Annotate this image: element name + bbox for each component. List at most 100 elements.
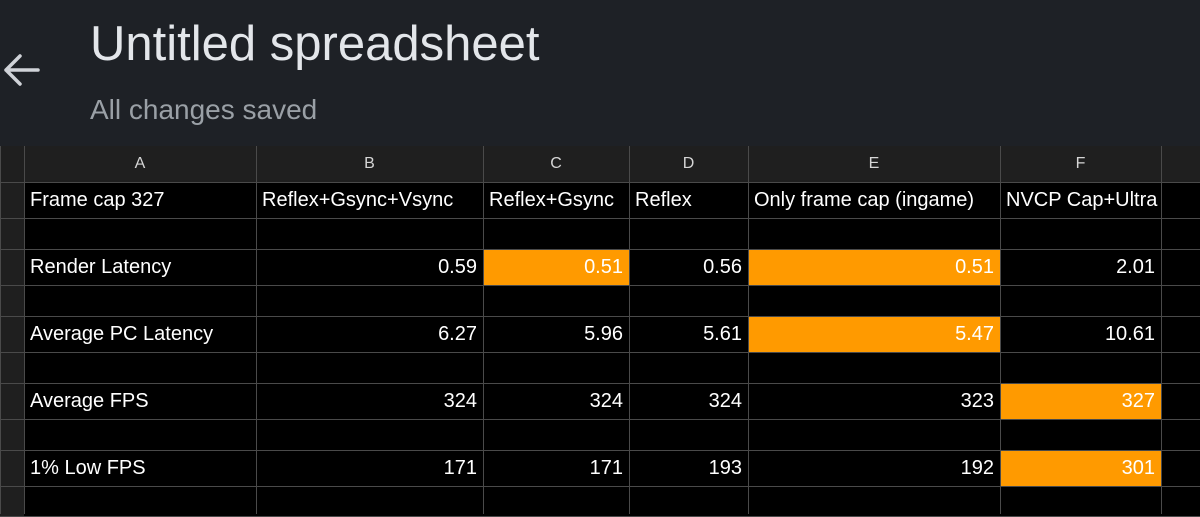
column-header-c[interactable]: C	[483, 146, 629, 182]
cell-b4[interactable]	[256, 285, 483, 316]
grid-line	[1161, 146, 1162, 514]
row-header[interactable]	[0, 486, 24, 516]
cell-d7[interactable]: 324	[708, 390, 742, 412]
cell-d10[interactable]	[629, 486, 748, 516]
cell-e10[interactable]	[748, 486, 1000, 516]
column-header-g[interactable]	[1161, 146, 1200, 182]
grid-line	[0, 352, 1200, 353]
grid-line	[629, 146, 630, 514]
cell-b5[interactable]: 6.27	[438, 323, 477, 345]
cell-e2[interactable]	[748, 218, 1000, 249]
cell-f7[interactable]: 327	[1000, 383, 1161, 419]
cell-f1[interactable]: NVCP Cap+Ultra	[1006, 189, 1158, 211]
cell-d5[interactable]: 5.61	[703, 323, 742, 345]
cell-b8[interactable]	[256, 419, 483, 450]
column-header-e[interactable]: E	[748, 146, 1000, 182]
cell-c4[interactable]	[483, 285, 629, 316]
cell-a6[interactable]	[24, 352, 256, 383]
grid-line	[0, 419, 1200, 420]
arrow-left-icon	[4, 54, 40, 86]
grid-line	[0, 450, 1200, 451]
grid-line	[0, 383, 1200, 384]
grid-line	[0, 182, 1200, 183]
row-header[interactable]	[0, 316, 24, 352]
row-header[interactable]	[0, 352, 24, 383]
cell-a1[interactable]: Frame cap 327	[30, 189, 165, 211]
grid-line	[24, 146, 25, 514]
cell-b9[interactable]: 171	[443, 457, 477, 479]
cell-f8[interactable]	[1000, 419, 1161, 450]
cell-a7[interactable]: Average FPS	[30, 390, 149, 412]
cell-d2[interactable]	[629, 218, 748, 249]
cell-e6[interactable]	[748, 352, 1000, 383]
cell-b1[interactable]: Reflex+Gsync+Vsync	[262, 189, 454, 211]
cell-c3[interactable]: 0.51	[483, 249, 629, 285]
cell-b10[interactable]	[256, 486, 483, 516]
cell-b3[interactable]: 0.59	[438, 256, 477, 278]
cell-b2[interactable]	[256, 218, 483, 249]
column-header-d[interactable]: D	[629, 146, 748, 182]
row-header[interactable]	[0, 383, 24, 419]
cell-a10[interactable]	[24, 486, 256, 516]
spreadsheet-grid: A B C D E F Frame cap 327 Reflex+Gsync+Vsync Ref…	[0, 146, 1200, 517]
grid-line	[0, 486, 1200, 487]
grid-line	[0, 285, 1200, 286]
row-header[interactable]	[0, 218, 24, 249]
cell-c9[interactable]: 171	[589, 457, 623, 479]
back-button[interactable]	[0, 50, 44, 90]
cell-e7[interactable]: 323	[960, 390, 994, 412]
save-status: All changes saved	[90, 94, 318, 125]
cell-e9[interactable]: 192	[960, 457, 994, 479]
grid-line	[483, 146, 484, 514]
column-header-f[interactable]: F	[1000, 146, 1161, 182]
cell-c10[interactable]	[483, 486, 629, 516]
row-header[interactable]	[0, 450, 24, 486]
grid-line	[0, 218, 1200, 219]
cell-f3[interactable]: 2.01	[1116, 256, 1155, 278]
cell-f9[interactable]: 301	[1000, 450, 1161, 486]
grid-line	[0, 316, 1200, 317]
cell-d6[interactable]	[629, 352, 748, 383]
row-header[interactable]	[0, 249, 24, 285]
cell-c1[interactable]: Reflex+Gsync	[489, 189, 615, 211]
grid-line	[0, 146, 1, 514]
cell-d3[interactable]: 0.56	[703, 256, 742, 278]
cell-b7[interactable]: 324	[443, 390, 477, 412]
cell-f10[interactable]	[1000, 486, 1161, 516]
cell-a9[interactable]: 1% Low FPS	[30, 457, 146, 479]
row-header[interactable]	[0, 285, 24, 316]
cell-c6[interactable]	[483, 352, 629, 383]
cell-e5[interactable]: 5.47	[748, 316, 1000, 352]
cell-d4[interactable]	[629, 285, 748, 316]
cell-e4[interactable]	[748, 285, 1000, 316]
cell-f2[interactable]	[1000, 218, 1161, 249]
app-header: Untitled spreadsheet All changes saved	[0, 0, 1200, 146]
cell-e8[interactable]	[748, 419, 1000, 450]
cell-d8[interactable]	[629, 419, 748, 450]
cell-d9[interactable]: 193	[708, 457, 742, 479]
cell-c5[interactable]: 5.96	[584, 323, 623, 345]
cell-e3[interactable]: 0.51	[748, 249, 1000, 285]
cell-e1[interactable]: Only frame cap (ingame)	[754, 189, 975, 211]
row-header[interactable]	[0, 182, 24, 218]
cell-a2[interactable]	[24, 218, 256, 249]
cell-d1[interactable]: Reflex	[635, 189, 692, 211]
cell-f6[interactable]	[1000, 352, 1161, 383]
cell-a8[interactable]	[24, 419, 256, 450]
cell-c2[interactable]	[483, 218, 629, 249]
cell-a5[interactable]: Average PC Latency	[30, 323, 214, 345]
column-header-b[interactable]: B	[256, 146, 483, 182]
grid-line	[256, 146, 257, 514]
spreadsheet-title[interactable]: Untitled spreadsheet	[90, 17, 540, 71]
cell-b6[interactable]	[256, 352, 483, 383]
grid-line	[0, 249, 1200, 250]
cell-c8[interactable]	[483, 419, 629, 450]
cell-f4[interactable]	[1000, 285, 1161, 316]
column-header-a[interactable]: A	[24, 146, 256, 182]
cell-a4[interactable]	[24, 285, 256, 316]
cell-a3[interactable]: Render Latency	[30, 256, 172, 278]
cell-c7[interactable]: 324	[589, 390, 623, 412]
cell-f5[interactable]: 10.61	[1104, 323, 1155, 345]
select-all-corner[interactable]	[0, 146, 24, 182]
row-header[interactable]	[0, 419, 24, 450]
